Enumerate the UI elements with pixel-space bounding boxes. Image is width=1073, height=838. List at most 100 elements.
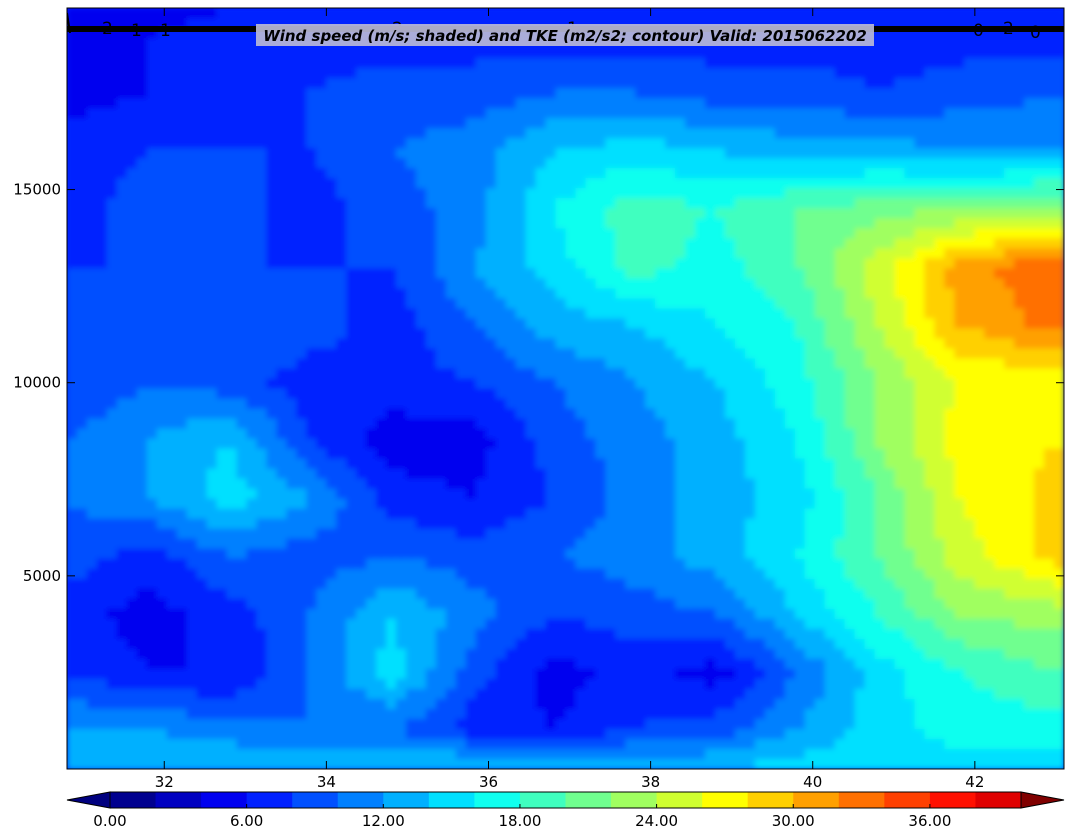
field-cell [96,478,108,490]
field-cell [415,238,427,249]
field-cell [146,268,158,279]
field-cell [266,68,277,79]
field-cell [994,328,1005,340]
field-cell [515,318,527,330]
field-cell [645,448,656,460]
field-cell [555,248,567,259]
field-cell [86,128,98,139]
field-cell [794,228,806,239]
field-cell [615,208,626,219]
field-cell [605,228,616,239]
field-cell [934,288,945,299]
field-cell [495,318,507,330]
field-cell [106,198,118,209]
field-cell [296,418,307,430]
field-cell [515,268,527,279]
field-cell [1034,238,1045,249]
field-cell [455,358,467,370]
field-cell [944,28,955,39]
field-cell [1054,238,1064,249]
field-cell [1054,348,1064,360]
field-cell [1014,388,1025,400]
field-cell [575,68,587,79]
field-cell [804,478,816,490]
field-cell [1034,368,1045,380]
field-cell [405,258,417,269]
field-cell [67,288,78,299]
field-cell [715,398,726,410]
field-cell [76,338,88,350]
field-cell [106,448,118,460]
field-cell [914,348,926,360]
field-cell [844,98,856,109]
field-cell [465,98,477,109]
field-cell [794,78,806,89]
field-cell [695,448,706,460]
field-cell [366,388,377,400]
field-cell [954,458,965,470]
field-cell [545,208,557,219]
field-cell [266,88,277,99]
field-cell [216,238,228,249]
field-cell [356,338,367,350]
field-cell [1034,38,1045,49]
field-cell [665,298,676,309]
field-cell [296,398,307,410]
field-cell [904,88,916,99]
field-cell [794,208,806,219]
field-cell [326,68,337,79]
field-cell [934,338,945,350]
field-cell [196,258,208,269]
field-cell [96,8,108,19]
field-cell [296,408,307,420]
field-cell [984,278,995,289]
field-cell [685,358,696,370]
field-cell [575,118,587,129]
field-cell [565,218,577,229]
field-cell [256,78,267,89]
field-cell [226,58,238,69]
field-cell [994,388,1005,400]
field-cell [1004,18,1015,29]
field-cell [126,198,138,209]
field-cell [994,248,1005,259]
field-cell [196,28,208,39]
field-cell [754,298,766,309]
field-cell [615,408,626,420]
field-cell [336,498,347,510]
field-cell [575,148,587,159]
field-cell [645,48,656,59]
field-cell [625,408,636,420]
field-cell [984,378,995,390]
field-cell [645,358,656,370]
field-cell [844,248,856,259]
field-cell [415,408,427,420]
field-cell [435,258,447,269]
field-cell [615,18,626,29]
field-cell [645,388,656,400]
field-cell [176,278,188,289]
field-cell [276,348,287,360]
field-cell [864,358,876,370]
field-cell [196,438,208,450]
field-cell [236,178,248,189]
field-cell [1034,208,1045,219]
field-cell [535,238,547,249]
field-cell [525,188,537,199]
field-cell [176,198,188,209]
field-cell [176,48,188,59]
field-cell [236,378,248,390]
field-cell [555,268,567,279]
field-cell [435,48,447,59]
field-cell [316,338,327,350]
field-cell [555,338,567,350]
field-cell [76,268,88,279]
field-cell [386,308,397,319]
field-cell [306,98,317,109]
field-cell [665,208,676,219]
field-cell [495,478,507,490]
field-cell [326,58,337,69]
field-cell [425,248,437,259]
field-cell [216,48,228,59]
field-cell [715,388,726,400]
